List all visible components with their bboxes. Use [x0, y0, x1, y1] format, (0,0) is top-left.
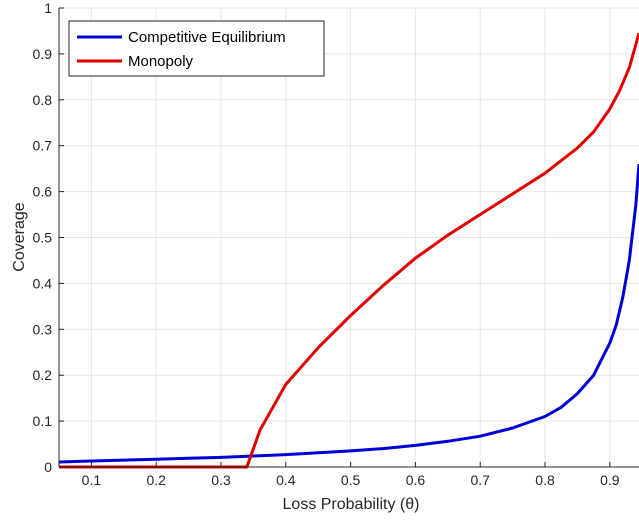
legend: Competitive Equilibrium Monopoly [68, 20, 325, 77]
x-tick-label: 0.1 [82, 472, 102, 488]
x-tick-label: 0.7 [470, 472, 490, 488]
y-tick-label: 0.6 [33, 184, 53, 200]
y-tick-label: 0.7 [33, 138, 53, 154]
y-tick-label: 0.4 [33, 275, 53, 291]
y-tick-label: 0.5 [33, 230, 53, 246]
x-tick-label: 0.5 [341, 472, 361, 488]
legend-box [68, 20, 325, 77]
series-line-competitive-equilibrium [58, 163, 639, 464]
legend-label-monopoly: Monopoly [128, 53, 194, 70]
x-tick-label: 0.3 [211, 472, 231, 488]
x-tick-label: 0.9 [600, 472, 620, 488]
y-axis-label: Coverage [11, 202, 28, 271]
y-tick-label: 0.1 [33, 413, 53, 429]
axes [58, 7, 639, 468]
x-tick-label: 0.8 [535, 472, 555, 488]
x-tick-label: 0.6 [406, 472, 426, 488]
y-tick-label: 0 [44, 459, 52, 475]
x-tick-label: 0.2 [146, 472, 166, 488]
y-tick-label: 0.8 [33, 92, 53, 108]
y-tick-label: 0.2 [33, 367, 53, 383]
y-tick-label: 0.9 [33, 46, 53, 62]
x-tick-label: 0.4 [276, 472, 296, 488]
x-axis-label: Loss Probability (θ) [283, 496, 420, 513]
tick-labels: 0.1 0.2 0.3 0.4 0.5 0.6 0.7 0.8 0.9 0 0.1 0.2 0.3 0.4… [33, 0, 620, 488]
y-tick-label: 0.3 [33, 321, 53, 337]
legend-label-competitive-equilibrium: Competitive Equilibrium [128, 29, 286, 46]
y-tick-label: 1 [44, 0, 52, 16]
